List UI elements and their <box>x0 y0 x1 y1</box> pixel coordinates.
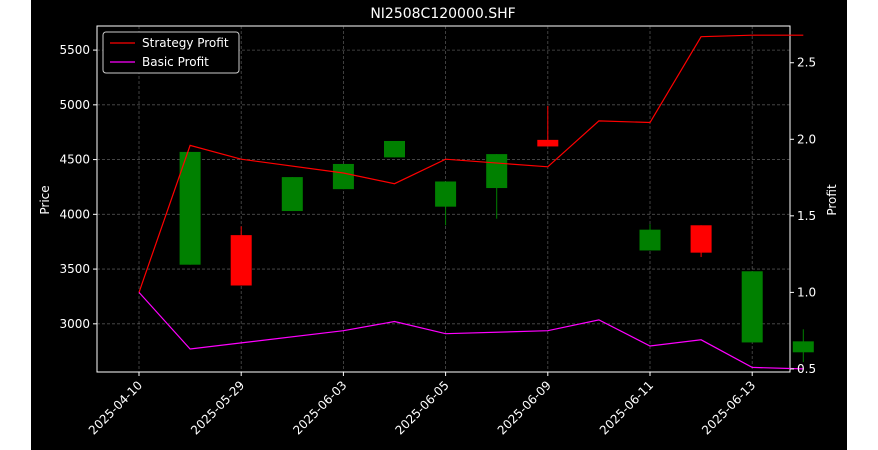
basic-profit-line <box>138 291 804 370</box>
y-tick-label-left: 4500 <box>59 153 90 167</box>
y-tick-label-left: 4000 <box>59 207 90 221</box>
grid-lines <box>97 26 790 372</box>
y-tick-label-right: 2.5 <box>797 56 816 70</box>
y-tick-label-right: 1.0 <box>797 285 816 299</box>
candle-body <box>281 177 303 212</box>
candle-body <box>639 229 661 251</box>
y-tick-label-right: 2.0 <box>797 132 816 146</box>
legend-basic-label: Basic Profit <box>142 55 209 69</box>
candle-body <box>179 151 201 265</box>
candle-body <box>332 163 354 190</box>
y-tick-label-left: 3000 <box>59 317 90 331</box>
y-tick-label-left: 3500 <box>59 262 90 276</box>
legend: Strategy Profit Basic Profit <box>102 31 240 74</box>
y-axis-label-right: Profit <box>825 184 839 216</box>
profit-lines <box>138 34 804 370</box>
candle-body <box>384 140 405 158</box>
candle-body <box>537 139 559 147</box>
strategy-profit-line <box>138 34 804 293</box>
y-tick-label-right: 0.5 <box>797 362 816 376</box>
candle-body <box>792 341 814 353</box>
candle-body <box>435 181 457 207</box>
candle-body <box>486 154 508 189</box>
candle-body <box>230 235 252 286</box>
candle-body <box>741 271 763 343</box>
y-tick-label-left: 5500 <box>59 43 90 57</box>
y-tick-label-right: 1.5 <box>797 209 816 223</box>
candlestick-series <box>179 105 814 363</box>
candle-body <box>690 225 712 253</box>
legend-box <box>102 31 240 74</box>
y-tick-label-left: 5000 <box>59 98 90 112</box>
chart-title: NI2508C120000.SHF <box>370 6 515 22</box>
legend-strategy-label: Strategy Profit <box>142 36 229 50</box>
y-axis-label-left: Price <box>38 185 52 214</box>
